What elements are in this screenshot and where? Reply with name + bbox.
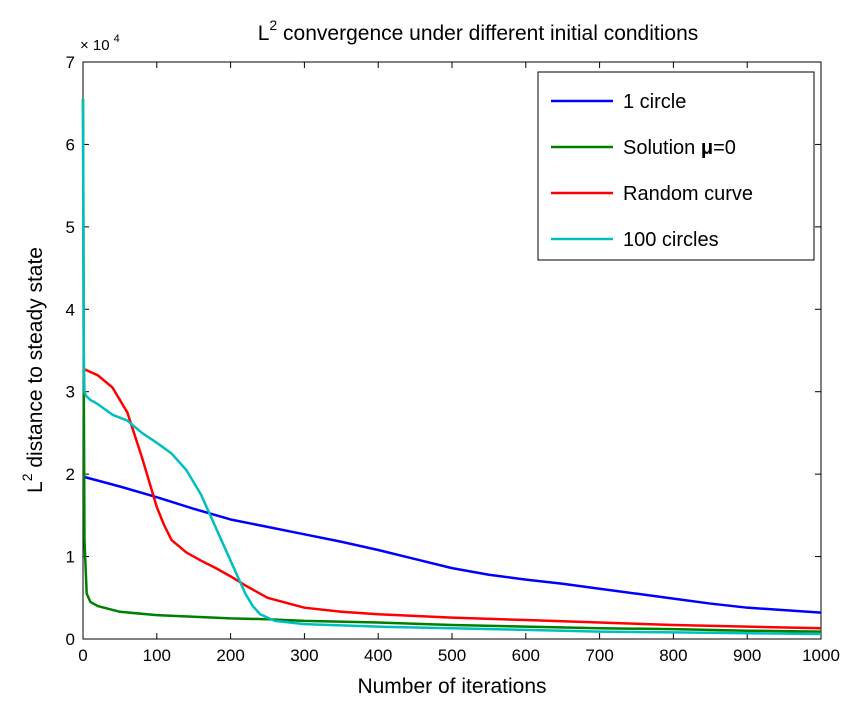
y-axis-label: L2 distance to steady state (19, 247, 47, 493)
y-tick-label: 0 (66, 630, 75, 649)
legend-label-solution-0: Solution μ=0 (623, 137, 736, 159)
y-multiplier: × 10 4 (80, 33, 120, 54)
y-axis-label-superscript: 2 (19, 473, 35, 481)
y-tick-label: 7 (66, 53, 75, 72)
y-tick-label: 1 (66, 548, 75, 567)
legend-label-100-circles: 100 circles (623, 229, 719, 251)
y-tick-label: 6 (66, 135, 75, 154)
y-multiplier-exponent: 4 (114, 33, 120, 45)
legend-entries: 1 circle Solution μ=0 Random curve 100 circ… (551, 91, 753, 251)
x-tick-label: 1000 (802, 646, 840, 665)
axis-ticks (82, 61, 822, 640)
x-tick-label: 900 (733, 646, 761, 665)
chart-title-superscript: 2 (269, 17, 277, 33)
legend-label-1-circle: 1 circle (623, 91, 686, 113)
chart-title-rest: convergence under different initial cond… (277, 22, 698, 45)
chart-title: L2 convergence under different initial c… (258, 17, 699, 45)
x-tick-label: 400 (364, 646, 392, 665)
legend-label-random-curve: Random curve (623, 183, 753, 205)
y-tick-label: 5 (66, 218, 75, 237)
x-tick-label: 500 (438, 646, 466, 665)
legend-box (537, 71, 815, 261)
y-multiplier-base: × 10 (80, 37, 110, 54)
x-tick-label: 0 (78, 646, 87, 665)
series-line-random-curve (82, 367, 822, 630)
x-tick-label: 700 (585, 646, 613, 665)
series-line-100-circles (81, 99, 822, 636)
series-lines (81, 99, 822, 636)
y-tick-label: 2 (66, 465, 75, 484)
x-axis-label: Number of iterations (357, 675, 546, 698)
x-tick-label: 600 (512, 646, 540, 665)
y-axis-label-prefix: L (24, 481, 47, 493)
y-axis-label-rest: distance to steady state (24, 247, 47, 473)
series-line-1-circle (82, 475, 822, 614)
x-tick-label: 100 (143, 646, 171, 665)
x-tick-label: 800 (659, 646, 687, 665)
y-tick-label: 3 (66, 383, 75, 402)
series-line-solution-0 (81, 99, 822, 633)
y-tick-label: 4 (66, 300, 75, 319)
x-tick-labels: 0 100 200 300 400 500 600 700 800 900 1000 (78, 646, 840, 665)
chart-title-prefix: L (258, 22, 270, 45)
y-tick-labels: 0 1 2 3 4 5 6 7 (66, 53, 75, 649)
legend: 1 circle Solution μ=0 Random curve 100 circ… (537, 71, 815, 261)
x-tick-label: 300 (290, 646, 318, 665)
x-tick-label: 200 (216, 646, 244, 665)
